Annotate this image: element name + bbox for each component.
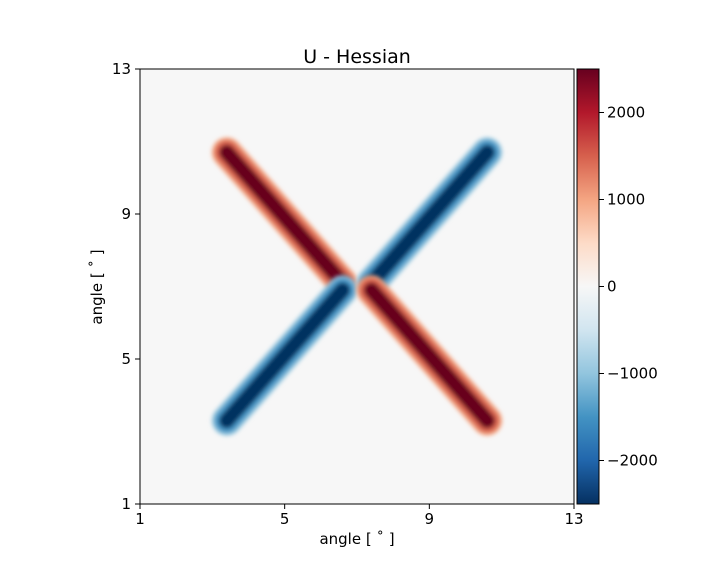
x-tick-label: 9 — [425, 510, 435, 528]
plot-frame — [139, 68, 575, 505]
chart-title: U - Hessian — [303, 46, 411, 68]
heatmap-plot — [139, 68, 575, 505]
heatmap-arm-2 — [356, 137, 503, 298]
y-tick-label: 5 — [121, 350, 131, 368]
colorbar-tick-label: −1000 — [607, 365, 658, 383]
y-tick-label: 9 — [121, 205, 131, 223]
y-tick-label: 13 — [112, 60, 131, 78]
colorbar-tick-label: −2000 — [607, 452, 658, 470]
x-tick-label: 5 — [280, 510, 290, 528]
colorbar-ticks: −2000 −1000 0 1000 2000 — [599, 104, 658, 470]
colorbar: −2000 −1000 0 1000 2000 — [576, 68, 658, 505]
heatmap-features — [211, 137, 503, 436]
heatmap-arm-1 — [211, 137, 358, 298]
arm-2-layer-3 — [363, 144, 495, 291]
colorbar-gradient — [577, 69, 599, 504]
colorbar-tick-label: 1000 — [607, 191, 645, 209]
colorbar-tick-label: 2000 — [607, 104, 645, 122]
y-tick-label: 1 — [121, 495, 131, 513]
x-tick-label: 13 — [564, 510, 583, 528]
x-tick-label: 1 — [135, 510, 145, 528]
x-axis: 1 5 9 13 — [135, 504, 584, 528]
colorbar-tick-label: 0 — [607, 278, 617, 296]
arm-1-layer-3 — [219, 144, 351, 291]
x-axis-label: angle [ ˚ ] — [319, 530, 394, 548]
heatmap-arm-3 — [211, 275, 358, 436]
arm-3-layer-3 — [219, 282, 351, 429]
heatmap-arm-4 — [356, 275, 503, 436]
y-axis: 1 5 9 13 — [112, 60, 140, 513]
arm-4-layer-3 — [363, 282, 495, 429]
y-axis-label: angle [ ˚ ] — [88, 249, 106, 324]
